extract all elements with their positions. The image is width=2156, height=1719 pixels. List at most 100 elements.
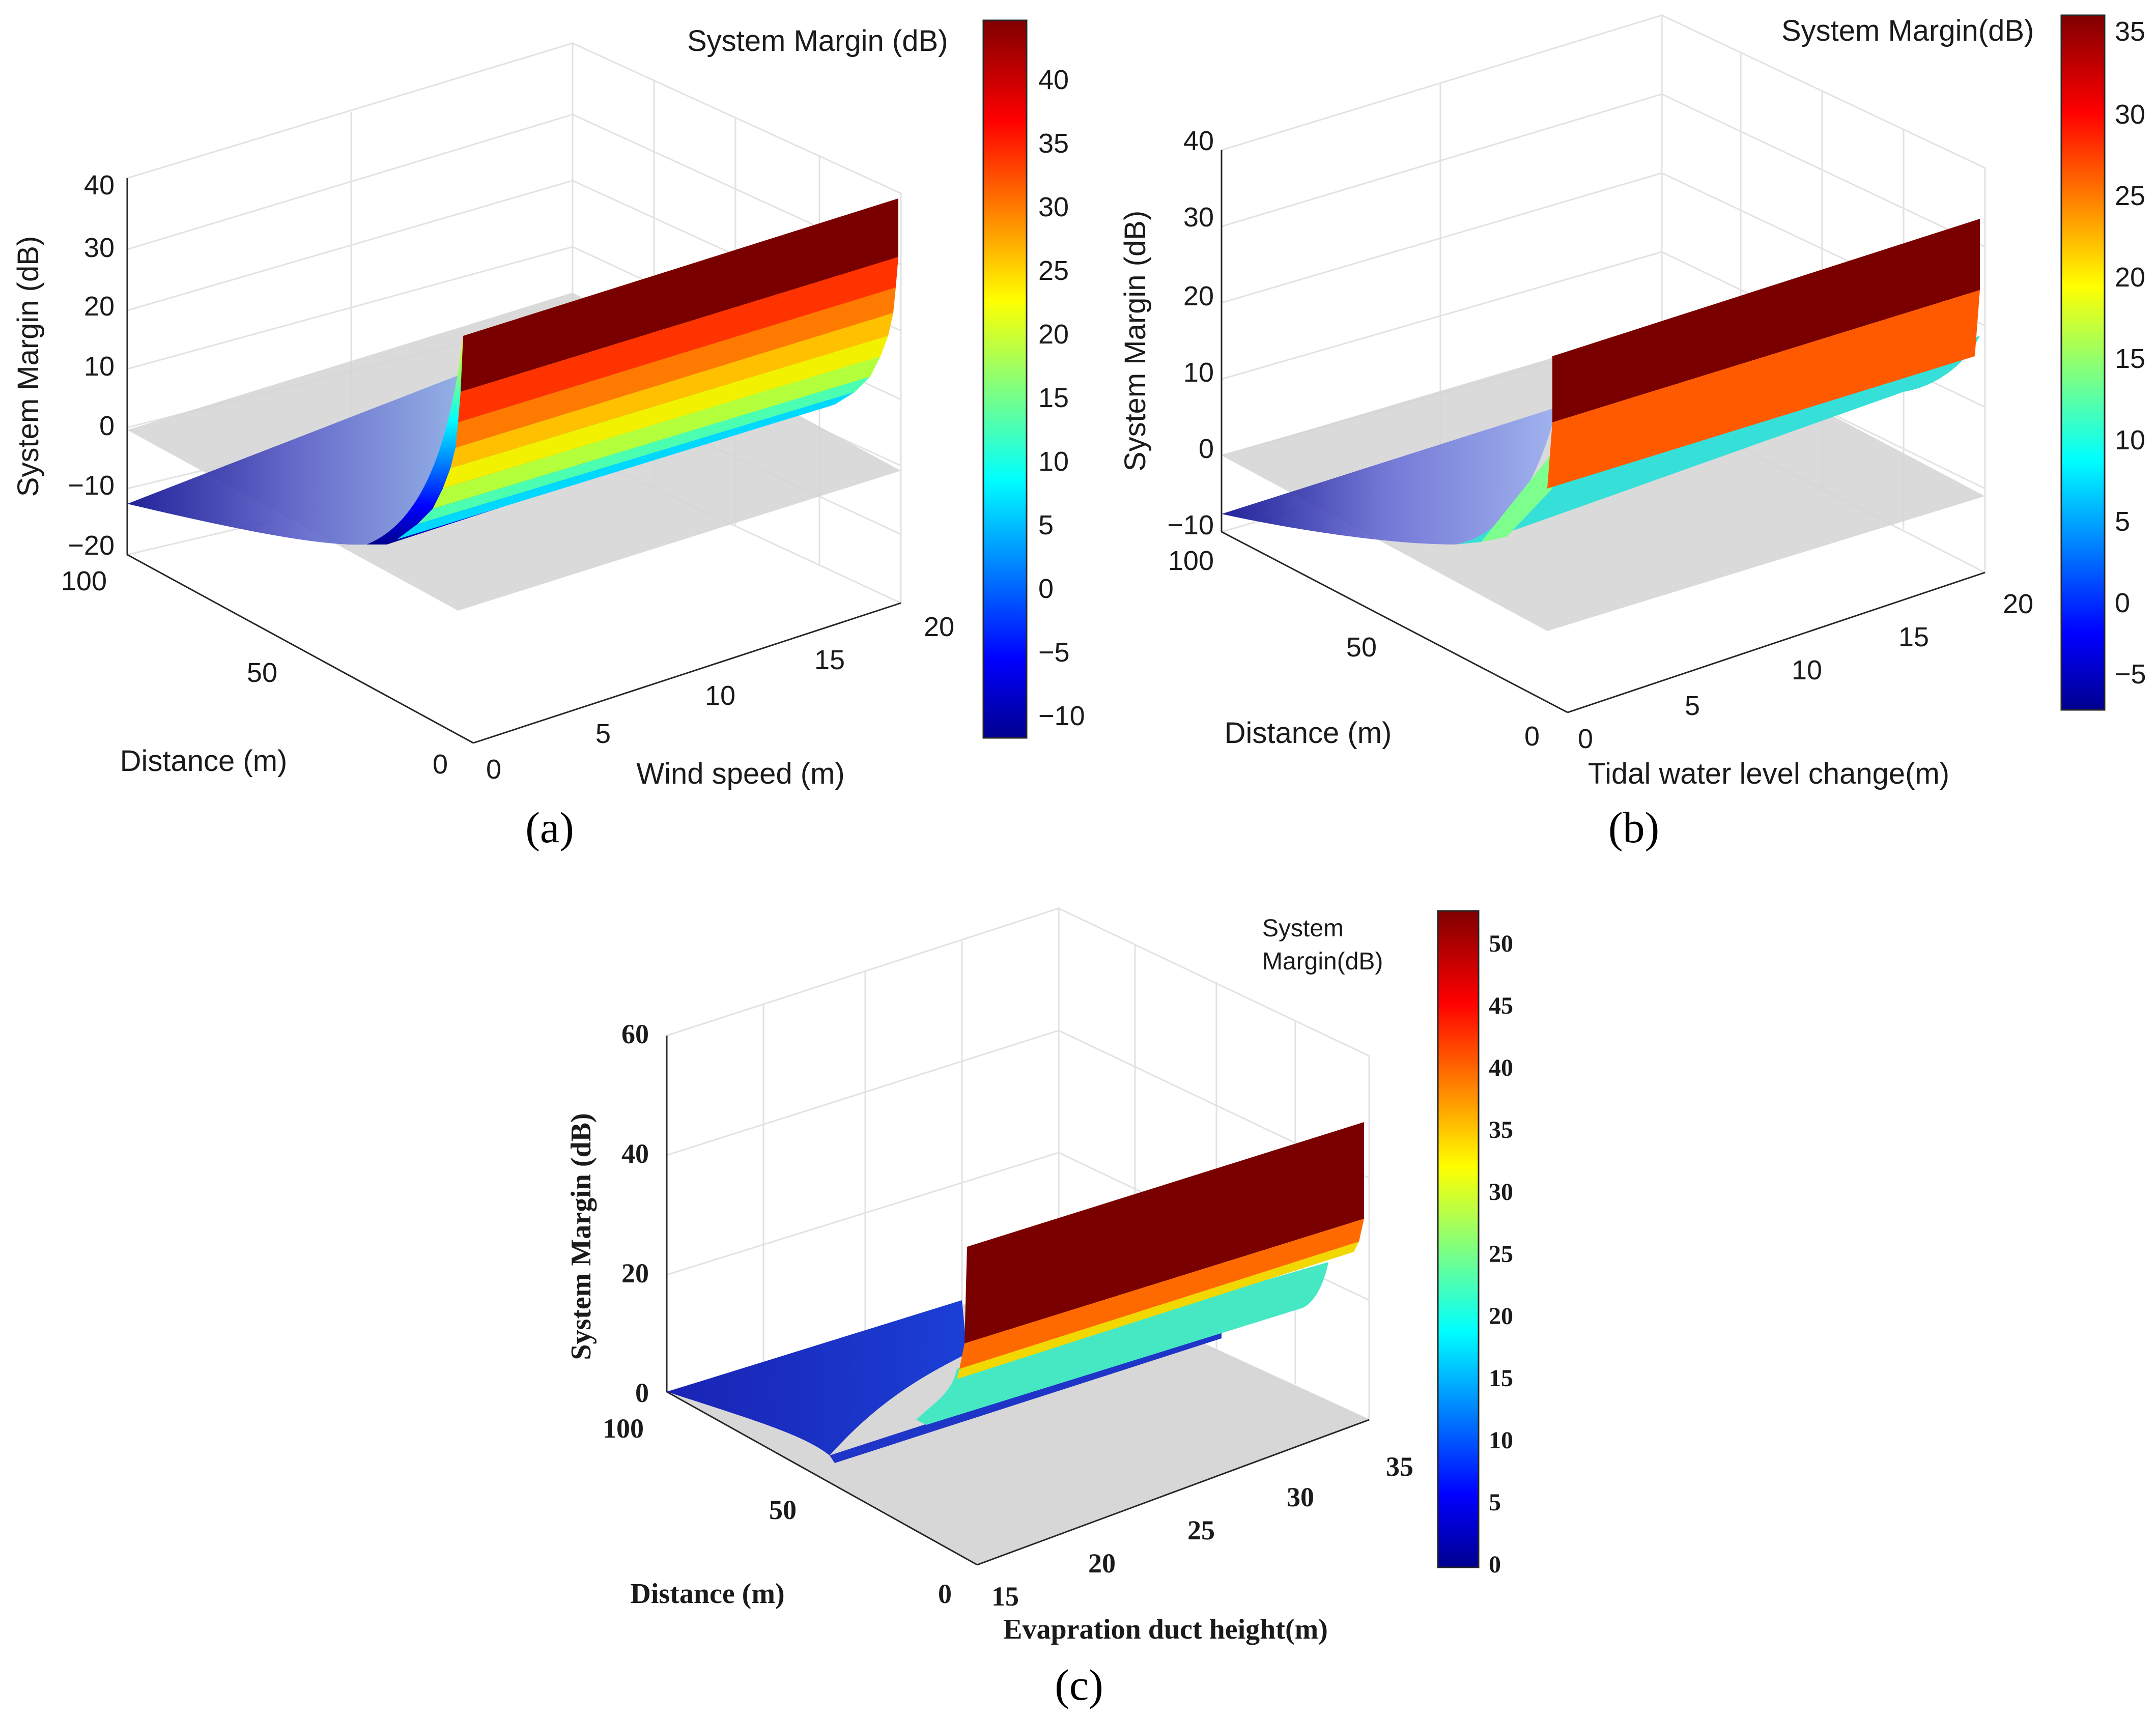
panel-caption: (c) bbox=[1055, 1660, 1103, 1709]
z-tick: 20 bbox=[621, 1258, 649, 1288]
x-axis-label: Wind speed (m) bbox=[636, 757, 844, 790]
z-tick: 0 bbox=[99, 411, 115, 441]
colorbar-tick: 50 bbox=[1489, 930, 1513, 957]
x-tick-labels: 0 5 10 15 20 bbox=[486, 612, 954, 785]
axes-frame bbox=[666, 1036, 1370, 1566]
x-tick-labels: 15 20 25 30 35 bbox=[991, 1451, 1413, 1612]
band-8 bbox=[397, 392, 855, 539]
z-tick: −20 bbox=[68, 530, 115, 561]
z-tick: 60 bbox=[621, 1019, 649, 1049]
colorbar-tick: −5 bbox=[1038, 637, 1070, 668]
z-tick: 20 bbox=[84, 291, 115, 322]
y-tick: 50 bbox=[1346, 632, 1377, 663]
z-tick: 0 bbox=[635, 1378, 649, 1408]
colorbar-tick: 25 bbox=[1489, 1241, 1513, 1268]
colorbar-tick: 5 bbox=[2115, 506, 2130, 537]
y-tick: 0 bbox=[1524, 721, 1540, 752]
surface-low bbox=[667, 1300, 967, 1455]
x-tick: 20 bbox=[1088, 1548, 1116, 1579]
x-tick: 15 bbox=[1898, 622, 1929, 652]
band-5 bbox=[443, 336, 888, 489]
colorbar-tick: −5 bbox=[2115, 659, 2146, 690]
band-6 bbox=[433, 356, 881, 509]
colorbar-tick: 35 bbox=[1489, 1116, 1513, 1143]
colorbar-tick: 15 bbox=[1038, 383, 1069, 413]
x-tick: 10 bbox=[1792, 655, 1822, 685]
y-tick: 0 bbox=[433, 749, 448, 780]
surface-low bbox=[127, 371, 468, 545]
z-tick-labels: 60 40 20 0 bbox=[621, 1019, 649, 1408]
colorbar-tick: 25 bbox=[2115, 181, 2145, 211]
band-1 bbox=[461, 198, 898, 392]
z-tick: 30 bbox=[84, 233, 115, 263]
band-3 bbox=[957, 1242, 1359, 1379]
colorbar-tick: 40 bbox=[1489, 1054, 1513, 1081]
y-axis-label: Distance (m) bbox=[630, 1578, 784, 1610]
z-tick: 40 bbox=[621, 1138, 649, 1169]
band-2 bbox=[959, 1219, 1364, 1369]
colorbar bbox=[1437, 910, 1480, 1568]
x-tick: 0 bbox=[1578, 724, 1593, 754]
x-tick: 30 bbox=[1287, 1482, 1314, 1512]
colorbar-tick: 15 bbox=[1489, 1365, 1513, 1392]
z-tick-labels: 40 30 20 10 0 −10 bbox=[1167, 126, 1214, 540]
band-1 bbox=[1552, 219, 1980, 422]
colorbar-tick: 5 bbox=[1489, 1489, 1501, 1516]
colorbar-tick: 40 bbox=[1038, 65, 1069, 95]
colorbar-tick: 35 bbox=[1038, 128, 1069, 159]
panel-c: 60 40 20 0 100 50 0 15 20 25 30 35 Syste… bbox=[565, 907, 1513, 1709]
y-tick: 50 bbox=[247, 657, 277, 688]
z-tick: 0 bbox=[1199, 434, 1214, 464]
panel-b: 40 30 20 10 0 −10 100 50 0 0 5 10 15 20 … bbox=[1119, 14, 2146, 852]
z-tick: 10 bbox=[1183, 357, 1214, 388]
band-1 bbox=[964, 1122, 1364, 1343]
z-tick-labels: 40 30 20 10 0 −10 −20 bbox=[68, 170, 115, 561]
x-tick: 10 bbox=[705, 680, 735, 711]
z-axis-label: System Margin (dB) bbox=[1119, 211, 1152, 471]
y-tick-labels: 100 50 0 bbox=[61, 566, 448, 780]
x-tick: 15 bbox=[814, 645, 845, 675]
band-2 bbox=[1547, 290, 1980, 489]
y-axis-label: Distance (m) bbox=[120, 744, 288, 778]
band-7 bbox=[417, 377, 870, 524]
z-tick: −10 bbox=[68, 470, 115, 501]
x-tick: 35 bbox=[1386, 1451, 1413, 1482]
y-tick-labels: 100 50 0 bbox=[603, 1413, 952, 1609]
colorbar-tick: 45 bbox=[1489, 992, 1513, 1019]
colorbar-tick: 5 bbox=[1038, 510, 1054, 540]
colorbar-tick: 30 bbox=[1038, 192, 1069, 222]
y-axis-label: Distance (m) bbox=[1225, 717, 1392, 750]
surface-curve bbox=[916, 1262, 1328, 1425]
colorbar-tick: 30 bbox=[2115, 99, 2145, 130]
band-4 bbox=[450, 313, 893, 468]
x-tick: 5 bbox=[1685, 691, 1700, 721]
panel-a: 40 30 20 10 0 −10 −20 100 50 0 0 5 10 15… bbox=[12, 19, 1085, 852]
x-tick-labels: 0 5 10 15 20 bbox=[1578, 589, 2033, 754]
colorbar-tick: 15 bbox=[2115, 343, 2145, 374]
colorbar-ticks: 50 45 40 35 30 25 20 15 10 5 0 bbox=[1489, 930, 1513, 1578]
y-tick: 100 bbox=[61, 566, 107, 596]
z-axis-label: System Margin (dB) bbox=[565, 1113, 597, 1360]
colorbar-title: System Margin (dB) bbox=[687, 24, 948, 58]
panel-caption: (a) bbox=[525, 803, 574, 852]
surface-green-band bbox=[1481, 453, 1552, 542]
colorbar-tick: 10 bbox=[1489, 1427, 1513, 1454]
colorbar-tick: 20 bbox=[2115, 262, 2145, 293]
colorbar bbox=[982, 19, 1028, 739]
y-tick: 100 bbox=[1168, 546, 1214, 576]
colorbar-tick: 20 bbox=[1038, 319, 1069, 350]
z-tick: 40 bbox=[1183, 126, 1214, 156]
y-tick-labels: 100 50 0 bbox=[1168, 546, 1540, 752]
y-tick: 50 bbox=[769, 1495, 797, 1525]
z-tick: 10 bbox=[84, 351, 115, 382]
panel-caption: (b) bbox=[1608, 803, 1659, 852]
band-3 bbox=[456, 288, 896, 448]
colorbar-tick: 0 bbox=[2115, 588, 2130, 618]
colorbar-title-line: Margin(dB) bbox=[1262, 948, 1383, 975]
x-axis-label: Tidal water level change(m) bbox=[1588, 757, 1949, 790]
y-tick: 0 bbox=[938, 1579, 952, 1609]
colorbar bbox=[2060, 14, 2106, 711]
x-tick: 20 bbox=[924, 612, 954, 642]
colorbar-ticks: 40 35 30 25 20 15 10 5 0 −5 −10 bbox=[1038, 65, 1085, 731]
colorbar-title-line: System bbox=[1262, 915, 1344, 942]
